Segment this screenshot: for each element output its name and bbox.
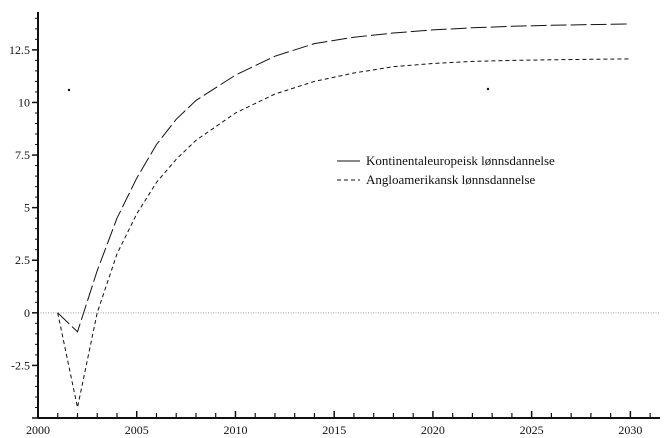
x-tick-label: 2000 [26, 423, 50, 437]
scan-dot [486, 87, 490, 91]
series-line-1 [57, 23, 631, 333]
y-tick-label: 10 [18, 95, 30, 109]
y-tick-label: 2.5 [15, 253, 30, 267]
y-tick-label: 7.5 [15, 148, 30, 162]
y-tick-label: -2.5 [11, 358, 30, 372]
x-tick-label: 2020 [421, 423, 445, 437]
legend-label-2: Angloamerikansk lønnsdannelse [366, 172, 536, 187]
scan-dot [67, 88, 71, 92]
x-tick-label: 2025 [520, 423, 544, 437]
x-tick-label: 2015 [322, 423, 346, 437]
legend-label-1: Kontinentaleuropeisk lønnsdannelse [366, 153, 555, 168]
x-tick-label: 2005 [125, 423, 149, 437]
x-tick-label: 2010 [223, 423, 247, 437]
y-tick-label: 12.5 [9, 43, 30, 57]
x-tick-label: 2030 [618, 423, 642, 437]
series-line-2 [57, 58, 631, 408]
y-tick-label: 0 [24, 306, 30, 320]
y-tick-label: 5 [24, 201, 30, 215]
